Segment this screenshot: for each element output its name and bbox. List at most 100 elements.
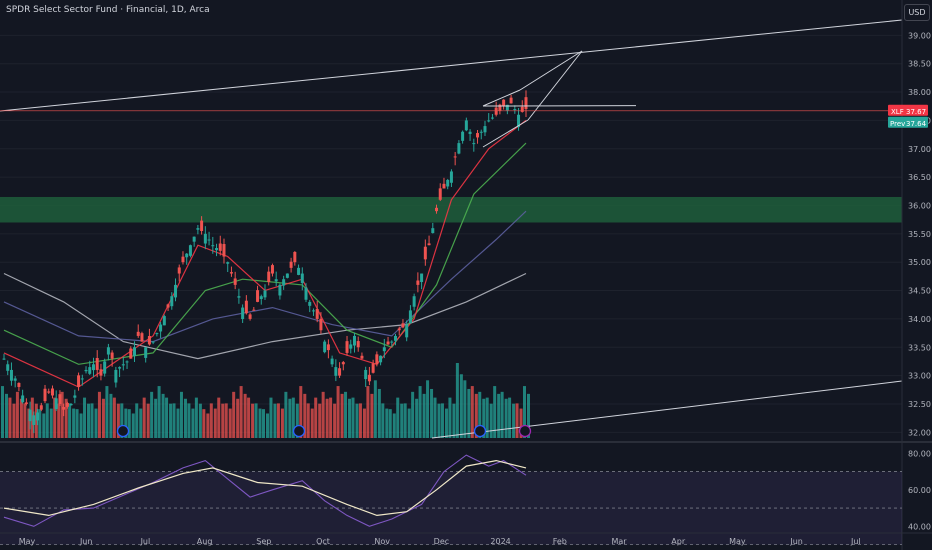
candle-body bbox=[457, 143, 461, 154]
volume-bar bbox=[284, 391, 288, 438]
earnings-marker[interactable] bbox=[473, 424, 487, 438]
volume-bar bbox=[169, 403, 173, 438]
candle-body bbox=[315, 309, 319, 319]
volume-bar bbox=[418, 386, 422, 438]
volume-bar bbox=[373, 380, 377, 438]
candle-body bbox=[159, 324, 163, 332]
volume-bar bbox=[295, 403, 299, 438]
candle-body bbox=[95, 357, 99, 370]
candle-body bbox=[449, 171, 453, 183]
candle-body bbox=[151, 341, 155, 343]
candle-body bbox=[36, 412, 40, 421]
candle-body bbox=[174, 284, 178, 298]
volume-bar bbox=[362, 408, 366, 438]
candle-body bbox=[229, 272, 233, 274]
volume-bar bbox=[358, 403, 362, 438]
earnings-marker[interactable] bbox=[292, 424, 306, 438]
candle-body bbox=[248, 314, 252, 319]
time-axis[interactable]: May Jun Jul Aug Sep Oct Nov Dec 2024 Feb Mar Apr May… bbox=[0, 532, 932, 546]
candle-body bbox=[252, 309, 256, 311]
candle-body bbox=[341, 362, 345, 365]
candle-body bbox=[326, 344, 330, 351]
volume-bar bbox=[23, 403, 27, 438]
volume-bar bbox=[5, 393, 8, 438]
candle-body bbox=[177, 267, 181, 274]
candle-body bbox=[136, 331, 140, 336]
candle-body bbox=[453, 156, 457, 158]
volume-bar bbox=[411, 391, 415, 438]
volume-bar bbox=[45, 403, 49, 438]
volume-bar bbox=[116, 403, 120, 438]
last-price-value: 37.67 bbox=[906, 108, 926, 116]
candle-body bbox=[91, 364, 95, 371]
volume-bar bbox=[388, 409, 392, 438]
volume-bar bbox=[299, 386, 303, 438]
candle-body bbox=[375, 354, 379, 365]
volume-bar bbox=[161, 393, 165, 438]
candle-body bbox=[270, 265, 274, 274]
time-tick-label: Jul bbox=[850, 537, 861, 546]
candle-body bbox=[215, 248, 219, 251]
volume-bar bbox=[455, 363, 459, 438]
volume-bar bbox=[79, 413, 83, 438]
volume-bar bbox=[68, 403, 72, 438]
candle-body bbox=[345, 341, 349, 353]
candle-body bbox=[401, 323, 405, 328]
volume-bars bbox=[1, 363, 530, 438]
volume-bar bbox=[224, 403, 228, 438]
candle-body bbox=[297, 267, 301, 275]
candle-body bbox=[28, 409, 32, 422]
volume-bar bbox=[72, 408, 76, 438]
volume-bar bbox=[97, 391, 101, 438]
currency-label[interactable]: USD bbox=[904, 4, 930, 21]
candle-body bbox=[155, 333, 159, 335]
dividend-marker[interactable] bbox=[518, 424, 532, 438]
candle-body bbox=[188, 245, 192, 256]
candle-body bbox=[416, 280, 420, 285]
candle-body bbox=[420, 273, 424, 283]
volume-bar bbox=[437, 403, 441, 438]
candle-body bbox=[423, 246, 427, 260]
candle-body bbox=[121, 364, 125, 366]
price-axis[interactable]: 39.0038.5038.0037.5037.0036.5036.0035.50… bbox=[888, 0, 931, 550]
volume-bar bbox=[340, 393, 344, 438]
volume-bar bbox=[508, 397, 512, 438]
price-tick-label: 32.50 bbox=[908, 400, 931, 409]
candle-body bbox=[293, 251, 297, 263]
candle-body bbox=[6, 364, 10, 371]
volume-bar bbox=[519, 408, 523, 438]
candle-body bbox=[222, 244, 226, 257]
candle-body bbox=[13, 378, 17, 381]
volume-bar bbox=[415, 398, 419, 438]
volume-bar bbox=[90, 403, 94, 438]
volume-bar bbox=[154, 398, 158, 438]
volume-bar bbox=[176, 408, 180, 438]
candle-body bbox=[118, 367, 122, 369]
volume-bar bbox=[400, 403, 404, 438]
volume-bar bbox=[440, 403, 444, 438]
candle-body bbox=[140, 333, 144, 342]
candle-body bbox=[203, 233, 207, 244]
event-markers[interactable] bbox=[116, 424, 532, 438]
chart-title: SPDR Select Sector Fund · Financial, 1D,… bbox=[6, 5, 210, 15]
candle-body bbox=[520, 106, 524, 112]
candle-body bbox=[394, 335, 397, 341]
earnings-marker[interactable] bbox=[116, 424, 130, 438]
candle-body bbox=[263, 290, 267, 298]
candle-body bbox=[274, 279, 278, 282]
candle-body bbox=[192, 236, 196, 242]
volume-bar bbox=[191, 408, 195, 438]
volume-bar bbox=[303, 393, 307, 438]
candle-body bbox=[397, 328, 401, 331]
candle-body bbox=[338, 368, 342, 376]
prev-close-label: Prev bbox=[890, 120, 905, 128]
volume-bar bbox=[355, 403, 359, 438]
volume-bar bbox=[150, 391, 154, 438]
time-tick-label: Sep bbox=[256, 537, 271, 546]
volume-bar bbox=[433, 397, 437, 438]
candle-body bbox=[73, 395, 77, 398]
candle-body bbox=[386, 341, 390, 345]
volume-bar bbox=[512, 403, 516, 438]
volume-bar bbox=[325, 398, 329, 438]
